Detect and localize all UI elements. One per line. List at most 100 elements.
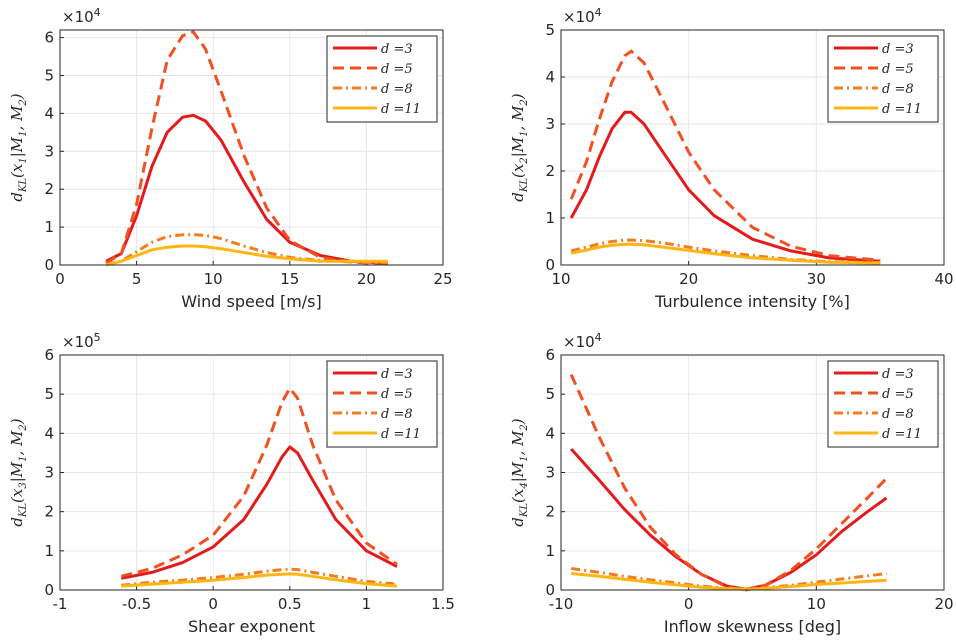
x-tick-label: -0.5	[122, 595, 151, 613]
y-tick-label: 1	[44, 542, 54, 560]
y-tick-label: 2	[545, 162, 555, 180]
y-tick-label: 2	[44, 503, 54, 521]
ylabel-part: )	[8, 93, 26, 100]
series-line-d11	[570, 242, 881, 265]
ylabel-part: 4	[519, 482, 530, 489]
y-tick-label: 3	[545, 464, 555, 482]
y-tick-label: 2	[545, 503, 555, 521]
legend-label: d =3	[381, 367, 413, 382]
legend-label: d =5	[882, 62, 914, 77]
ylabel-part: |M	[8, 461, 26, 482]
y-tick-label: 5	[44, 385, 54, 403]
y-tick-label: 6	[44, 29, 54, 47]
ylabel-part: )	[509, 93, 527, 100]
plot-frame	[560, 29, 945, 266]
ylabel-part: 2	[519, 157, 530, 164]
ylabel-part: 1	[18, 455, 29, 461]
x-tick-label: 15	[280, 270, 299, 288]
ylabel-part: 2	[18, 424, 29, 431]
legend-label: d =3	[882, 42, 914, 57]
y-tick-label: 5	[545, 385, 555, 403]
x-axis-label: Wind speed [m/s]	[181, 292, 322, 311]
chart-panel-1: 0 5 10 15 20 25 0 1 2 3 4 5 6 ×104 Wind speed [m/s] dKL…	[8, 6, 453, 311]
ylabel-part: 1	[18, 130, 29, 136]
series-line-d5	[105, 30, 388, 266]
legend: d =3 d =5 d =8 d =11	[827, 35, 939, 123]
plot-frame	[59, 29, 444, 266]
legend-label: d =8	[381, 407, 413, 422]
ylabel-part: 1	[18, 157, 29, 163]
y-axis-label: dKL(x1|M1, M2)	[8, 93, 29, 202]
legend-label: d =3	[381, 42, 413, 57]
ylabel-part: , M	[8, 430, 26, 456]
x-tick-label: 0	[684, 595, 694, 613]
series-line-d11	[571, 572, 887, 591]
y-tick-label: 4	[44, 104, 54, 122]
plot-frame	[560, 354, 945, 591]
ylabel-part: d	[509, 192, 527, 202]
ylabel-part: , M	[509, 105, 527, 131]
chart-panel-2: 10 20 30 40 0 1 2 3 4 5 ×104 Turbulence intensity […	[509, 6, 954, 311]
y-tick-label: 0	[545, 581, 555, 599]
y-axis-label: dKL(x3|M1, M2)	[8, 418, 29, 527]
ylabel-part: |M	[509, 461, 527, 482]
x-tick-label: -1	[53, 595, 68, 613]
ylabel-part: 2	[519, 424, 530, 431]
ylabel-part: KL	[519, 178, 530, 193]
ylabel-part: (x	[8, 488, 26, 503]
legend-label: d =3	[882, 367, 914, 382]
x-axis-label: Turbulence intensity [%]	[654, 292, 850, 311]
ylabel-part: 1	[519, 455, 530, 461]
y-tick-label: 2	[44, 180, 54, 198]
ylabel-part: 2	[18, 99, 29, 106]
x-axis-label: Shear exponent	[188, 617, 315, 636]
ylabel-part: 3	[18, 482, 29, 488]
legend-label: d =11	[882, 427, 922, 442]
x-tick-label: 30	[807, 270, 826, 288]
x-tick-label: 20	[934, 595, 953, 613]
ylabel-part: (x	[509, 488, 527, 503]
x-axis-label: Inflow skewness [deg]	[664, 617, 841, 636]
x-tick-label: 20	[679, 270, 698, 288]
series-line-d8	[121, 567, 398, 587]
y-tick-label: 3	[44, 464, 54, 482]
ylabel-part: )	[509, 418, 527, 425]
x-tick-label: 10	[551, 270, 570, 288]
y-tick-label: 1	[545, 209, 555, 227]
y-tick-label: 6	[44, 346, 54, 364]
x-tick-label: -10	[549, 595, 574, 613]
legend-label: d =8	[381, 82, 413, 97]
axis-multiplier: ×104	[62, 6, 101, 26]
y-tick-label: 1	[545, 542, 555, 560]
y-tick-label: 4	[44, 424, 54, 442]
legend-label: d =5	[381, 62, 413, 77]
x-tick-label: 0	[55, 270, 65, 288]
series-line-d5	[569, 49, 881, 262]
legend: d =3 d =5 d =8 d =11	[326, 35, 438, 123]
x-tick-label: 1	[362, 595, 372, 613]
legend-label: d =5	[381, 387, 413, 402]
ylabel-part: KL	[18, 503, 29, 518]
series-line-d3	[569, 110, 881, 263]
multiplier-exponent: 4	[94, 6, 101, 19]
legend-label: d =8	[882, 82, 914, 97]
y-tick-label: 5	[44, 66, 54, 84]
x-tick-label: 40	[934, 270, 953, 288]
y-axis-label: dKL(x2|M1, M2)	[509, 93, 530, 202]
y-tick-label: 0	[545, 256, 555, 274]
ylabel-part: (x	[509, 163, 527, 178]
axis-multiplier: ×104	[563, 331, 602, 351]
plot-frame	[59, 354, 444, 591]
legend: d =3 d =5 d =8 d =11	[827, 360, 939, 448]
y-tick-label: 6	[545, 346, 555, 364]
x-tick-label: 10	[807, 595, 826, 613]
ylabel-part: , M	[8, 105, 26, 131]
ylabel-part: d	[8, 192, 26, 202]
axis-multiplier: ×104	[563, 6, 602, 26]
ylabel-part: 2	[519, 99, 530, 106]
legend-label: d =11	[882, 102, 922, 117]
x-tick-label: 1.5	[431, 595, 455, 613]
x-tick-label: 25	[433, 270, 452, 288]
